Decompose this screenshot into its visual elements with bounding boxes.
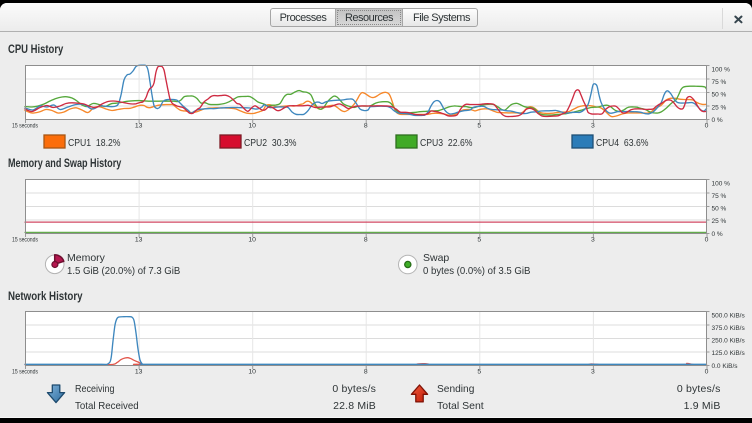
svg-text:13: 13	[135, 123, 143, 130]
svg-text:5: 5	[477, 369, 481, 376]
svg-text:8: 8	[364, 369, 368, 376]
svg-text:500.0 KiB/s: 500.0 KiB/s	[712, 313, 746, 320]
svg-text:CPU3 22.6%: CPU3 22.6%	[420, 137, 473, 149]
svg-text:13: 13	[135, 237, 143, 244]
svg-text:100 %: 100 %	[712, 67, 731, 74]
svg-text:CPU4 63.6%: CPU4 63.6%	[596, 137, 649, 149]
svg-text:10: 10	[248, 369, 256, 376]
svg-text:8: 8	[364, 237, 368, 244]
svg-text:10: 10	[248, 237, 256, 244]
svg-text:375.0 KiB/s: 375.0 KiB/s	[712, 325, 746, 332]
svg-text:3: 3	[591, 369, 595, 376]
svg-text:0 %: 0 %	[712, 231, 723, 238]
svg-text:10: 10	[248, 123, 256, 130]
svg-text:3: 3	[591, 123, 595, 130]
svg-text:15 seconds: 15 seconds	[12, 123, 38, 130]
svg-text:0: 0	[705, 369, 709, 376]
svg-text:250.0 KiB/s: 250.0 KiB/s	[712, 338, 746, 345]
svg-text:25 %: 25 %	[712, 104, 727, 111]
svg-text:13: 13	[135, 369, 143, 376]
svg-text:0: 0	[705, 237, 709, 244]
svg-text:5: 5	[477, 237, 481, 244]
svg-text:75 %: 75 %	[712, 79, 727, 86]
svg-text:8: 8	[364, 123, 368, 130]
svg-text:0 %: 0 %	[712, 117, 723, 124]
svg-text:0: 0	[705, 123, 709, 130]
svg-text:0.0 KiB/s: 0.0 KiB/s	[712, 363, 739, 370]
svg-text:125.0 KiB/s: 125.0 KiB/s	[712, 350, 746, 357]
svg-text:25 %: 25 %	[712, 218, 727, 225]
svg-text:3: 3	[591, 237, 595, 244]
svg-text:5: 5	[477, 123, 481, 130]
svg-text:100 %: 100 %	[712, 181, 731, 188]
svg-text:15 seconds: 15 seconds	[12, 369, 38, 376]
svg-text:CPU2 30.3%: CPU2 30.3%	[244, 137, 297, 149]
svg-text:15 seconds: 15 seconds	[12, 237, 38, 244]
svg-text:50 %: 50 %	[712, 206, 727, 213]
svg-text:50 %: 50 %	[712, 92, 727, 99]
svg-text:75 %: 75 %	[712, 193, 727, 200]
svg-text:CPU1 18.2%: CPU1 18.2%	[68, 137, 121, 149]
